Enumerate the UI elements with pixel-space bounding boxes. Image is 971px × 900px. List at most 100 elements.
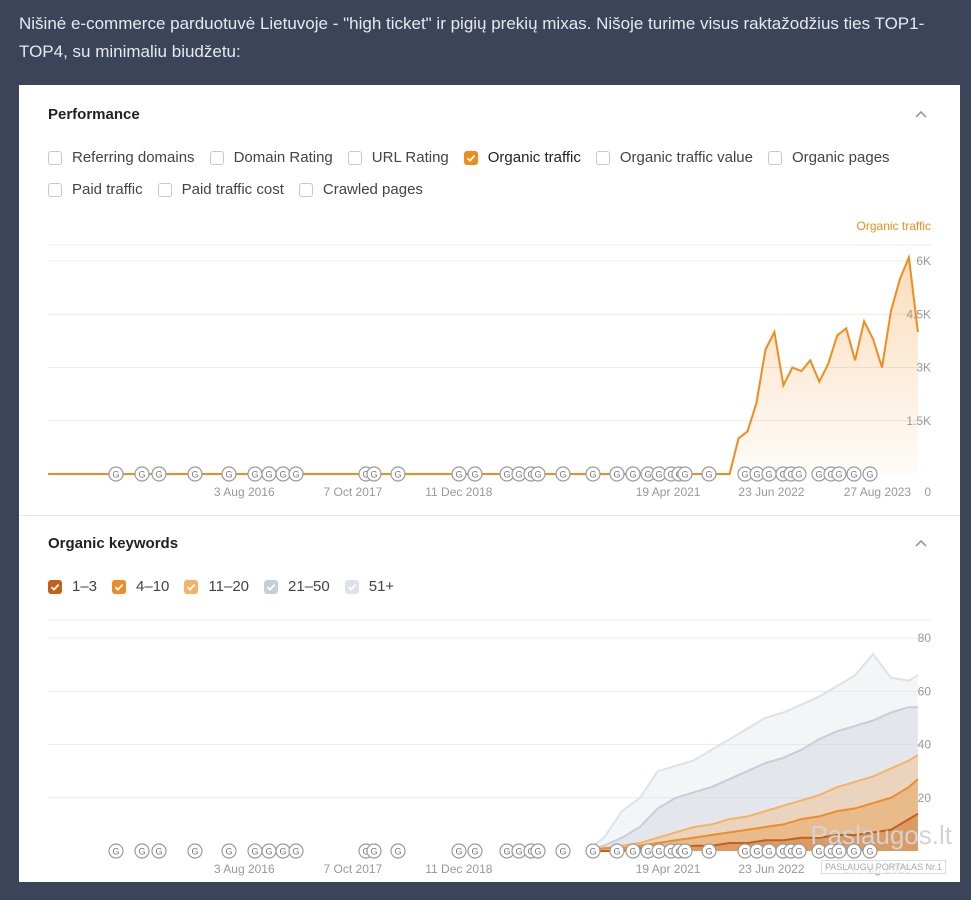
svg-text:G: G xyxy=(362,470,369,480)
checkbox-4-10[interactable]: 4–10 xyxy=(112,578,169,595)
checkbox-url-rating[interactable]: URL Rating xyxy=(347,149,449,166)
svg-text:G: G xyxy=(251,470,258,480)
svg-text:G: G xyxy=(655,847,662,857)
svg-text:G: G xyxy=(471,847,478,857)
checkbox-checked-icon[interactable] xyxy=(344,579,359,594)
svg-text:G: G xyxy=(866,470,873,480)
checkbox-organic-traffic-value[interactable]: Organic traffic value xyxy=(595,149,753,166)
x-tick-label: 27 Aug 2023 xyxy=(844,485,912,499)
checkbox-11-20[interactable]: 11–20 xyxy=(184,578,249,595)
checkbox-checked-icon[interactable] xyxy=(112,579,127,594)
google-update-marker-icon: G xyxy=(288,843,304,859)
y-tick-label: 6K xyxy=(916,254,931,268)
svg-text:G: G xyxy=(251,847,258,857)
svg-text:G: G xyxy=(835,847,842,857)
checkbox-label: Organic traffic value xyxy=(619,149,753,166)
svg-text:G: G xyxy=(681,847,688,857)
checkbox-domain-rating[interactable]: Domain Rating xyxy=(209,149,333,166)
checkbox-organic-pages[interactable]: Organic pages xyxy=(767,149,890,166)
checkbox-referring-domains[interactable]: Referring domains xyxy=(48,149,195,166)
svg-text:G: G xyxy=(155,470,162,480)
google-update-marker-icon: G xyxy=(288,466,304,482)
svg-text:G: G xyxy=(225,847,232,857)
google-update-marker-icon: G xyxy=(555,466,571,482)
svg-text:G: G xyxy=(765,847,772,857)
chevron-up-icon[interactable] xyxy=(914,536,928,550)
google-update-marker-icon: G xyxy=(187,843,203,859)
x-tick-label: 3 Aug 2016 xyxy=(214,485,275,499)
svg-text:G: G xyxy=(765,470,772,480)
google-update-marker-icon: G xyxy=(677,843,693,859)
checkbox-label: 51+ xyxy=(368,578,395,595)
x-tick-label: 7 Oct 2017 xyxy=(324,862,383,876)
x-tick-label: 23 Jun 2022 xyxy=(738,862,804,876)
checkbox-empty-icon[interactable] xyxy=(298,182,313,197)
intro-text: Nišinė e-commerce parduotuvė Lietuvoje -… xyxy=(19,14,925,61)
checkbox-label: Organic pages xyxy=(791,149,890,166)
svg-text:G: G xyxy=(589,470,596,480)
performance-title: Performance xyxy=(48,106,140,123)
checkbox-empty-icon[interactable] xyxy=(347,150,362,165)
svg-text:G: G xyxy=(515,847,522,857)
checkbox-empty-icon[interactable] xyxy=(48,182,62,197)
google-update-marker-icon: G xyxy=(791,843,807,859)
svg-text:G: G xyxy=(827,847,834,857)
google-update-marker-icon: G xyxy=(221,843,237,859)
checkbox-empty-icon[interactable] xyxy=(48,150,62,165)
svg-text:G: G xyxy=(503,470,510,480)
svg-text:G: G xyxy=(394,470,401,480)
google-update-marker-icon: G xyxy=(625,843,641,859)
svg-text:G: G xyxy=(155,847,162,857)
checkbox-empty-icon[interactable] xyxy=(767,150,782,165)
checkbox-paid-traffic[interactable]: Paid traffic xyxy=(48,181,143,198)
x-tick-label: 23 Jun 2022 xyxy=(738,485,804,499)
svg-text:G: G xyxy=(362,847,369,857)
svg-text:G: G xyxy=(265,470,272,480)
checkbox-51[interactable]: 51+ xyxy=(344,578,395,595)
google-update-marker-icon: G xyxy=(625,466,641,482)
y-tick-label: 80 xyxy=(918,631,932,645)
keyword-position-filters: 1–3 4–10 11–20 21–50 51+ xyxy=(48,578,409,595)
checkbox-1-3[interactable]: 1–3 xyxy=(48,578,97,595)
y-tick-label: 0 xyxy=(924,485,931,499)
checkbox-checked-icon[interactable] xyxy=(463,150,478,165)
series-area-4-10 xyxy=(586,779,918,851)
svg-text:G: G xyxy=(667,847,674,857)
google-update-marker-icon: G xyxy=(555,843,571,859)
google-update-marker-icon: G xyxy=(221,466,237,482)
svg-text:G: G xyxy=(455,470,462,480)
google-update-marker-icon: G xyxy=(275,466,291,482)
svg-text:G: G xyxy=(613,470,620,480)
series-label: Organic traffic xyxy=(857,219,931,233)
x-tick-label: 7 Oct 2017 xyxy=(324,485,383,499)
google-update-marker-icon: G xyxy=(151,843,167,859)
checkbox-checked-icon[interactable] xyxy=(264,579,279,594)
checkbox-paid-traffic-cost[interactable]: Paid traffic cost xyxy=(157,181,284,198)
checkbox-checked-icon[interactable] xyxy=(184,579,199,594)
checkbox-crawled-pages[interactable]: Crawled pages xyxy=(298,181,423,198)
svg-text:G: G xyxy=(850,847,857,857)
svg-text:G: G xyxy=(753,847,760,857)
svg-text:G: G xyxy=(795,470,802,480)
checkbox-empty-icon[interactable] xyxy=(595,150,610,165)
svg-text:G: G xyxy=(613,847,620,857)
series-area-11-20 xyxy=(586,755,918,851)
google-update-marker-icon: G xyxy=(366,843,382,859)
checkbox-21-50[interactable]: 21–50 xyxy=(264,578,330,595)
svg-text:G: G xyxy=(534,470,541,480)
checkbox-checked-icon[interactable] xyxy=(48,579,62,594)
svg-text:G: G xyxy=(279,470,286,480)
checkbox-empty-icon[interactable] xyxy=(209,150,224,165)
checkbox-empty-icon[interactable] xyxy=(157,182,172,197)
svg-text:G: G xyxy=(753,470,760,480)
series-line-21-50 xyxy=(585,706,918,852)
y-tick-label: 20 xyxy=(918,791,932,805)
svg-text:G: G xyxy=(629,470,636,480)
watermark-subtitle: PASLAUGŲ PORTALAS Nr.1 xyxy=(820,860,946,874)
google-update-marker-icon: G xyxy=(187,466,203,482)
chevron-up-icon[interactable] xyxy=(914,107,928,121)
checkbox-organic-traffic[interactable]: Organic traffic xyxy=(463,149,581,166)
svg-text:G: G xyxy=(138,847,145,857)
svg-text:G: G xyxy=(559,847,566,857)
